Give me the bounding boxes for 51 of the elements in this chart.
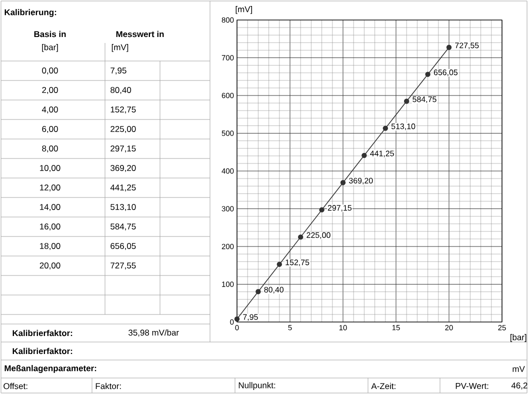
text: A-Zeit: [371,382,396,390]
text: mV [512,366,525,372]
point [382,126,388,131]
text: 297,15 [110,146,136,152]
text: 513,10 [110,204,136,211]
text: Nullpunkt: [238,382,276,390]
text: 0,00 [42,68,58,74]
text: Basis in [34,30,66,38]
text: 2,00 [42,87,58,94]
text: [bar] [42,44,58,52]
text: Meßanlagenparameter: [4,365,96,373]
text: 46,2 [511,382,528,390]
text: 584,75 [110,224,136,230]
text: 16,00 [40,224,60,230]
text: [mV] [112,44,128,52]
text: 225,00 [110,126,136,133]
text: 12,00 [40,184,60,192]
text: 4,00 [42,106,58,114]
text: 369,20 [110,165,136,172]
point [256,289,261,294]
text: Kalibrierfaktor: [12,348,72,354]
text: 6,00 [42,126,58,133]
text: 8,00 [42,146,58,152]
point [298,234,304,240]
x-axis-title: [bar] [510,334,526,342]
text: 441,25 [110,184,136,192]
point [234,316,240,322]
point [425,72,430,77]
text: 7,95 [110,68,126,74]
text: 18,00 [40,243,60,250]
text: 20,00 [40,262,60,270]
point [362,152,367,158]
point [446,44,452,50]
text: PV-Wert: [456,383,488,389]
text: Kalibrierfaktor: [12,330,72,336]
point [340,180,346,186]
text: Offset: [4,382,28,390]
text: 35,98 mV/bar [128,329,179,337]
y-axis-title: [mV] [236,6,252,14]
text: 14,00 [40,204,60,211]
point [319,207,324,212]
text: Kalibrierung: [4,9,56,17]
point [404,98,410,104]
point [276,262,282,267]
text: 10,00 [40,165,60,172]
text: Faktor: [96,382,121,390]
text: Messwert in [116,30,164,38]
text: 727,55 [110,262,136,270]
text: 152,75 [110,106,136,114]
text: 80,40 [110,87,132,94]
text: 656,05 [110,243,136,250]
